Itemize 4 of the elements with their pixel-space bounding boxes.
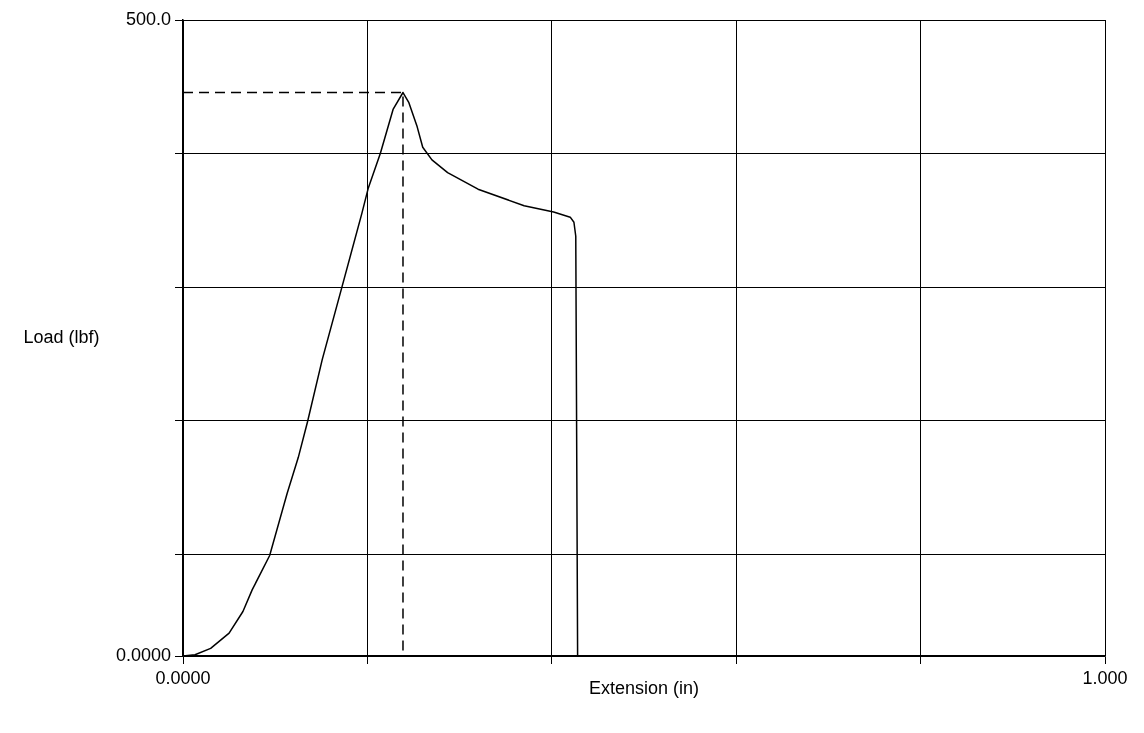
x-axis-title: Extension (in) xyxy=(588,677,700,698)
x-tick-label: 1.000 xyxy=(1082,667,1128,688)
y-tick-label: 500.0 xyxy=(125,8,171,29)
y-axis-title: Load (lbf) xyxy=(23,326,100,347)
